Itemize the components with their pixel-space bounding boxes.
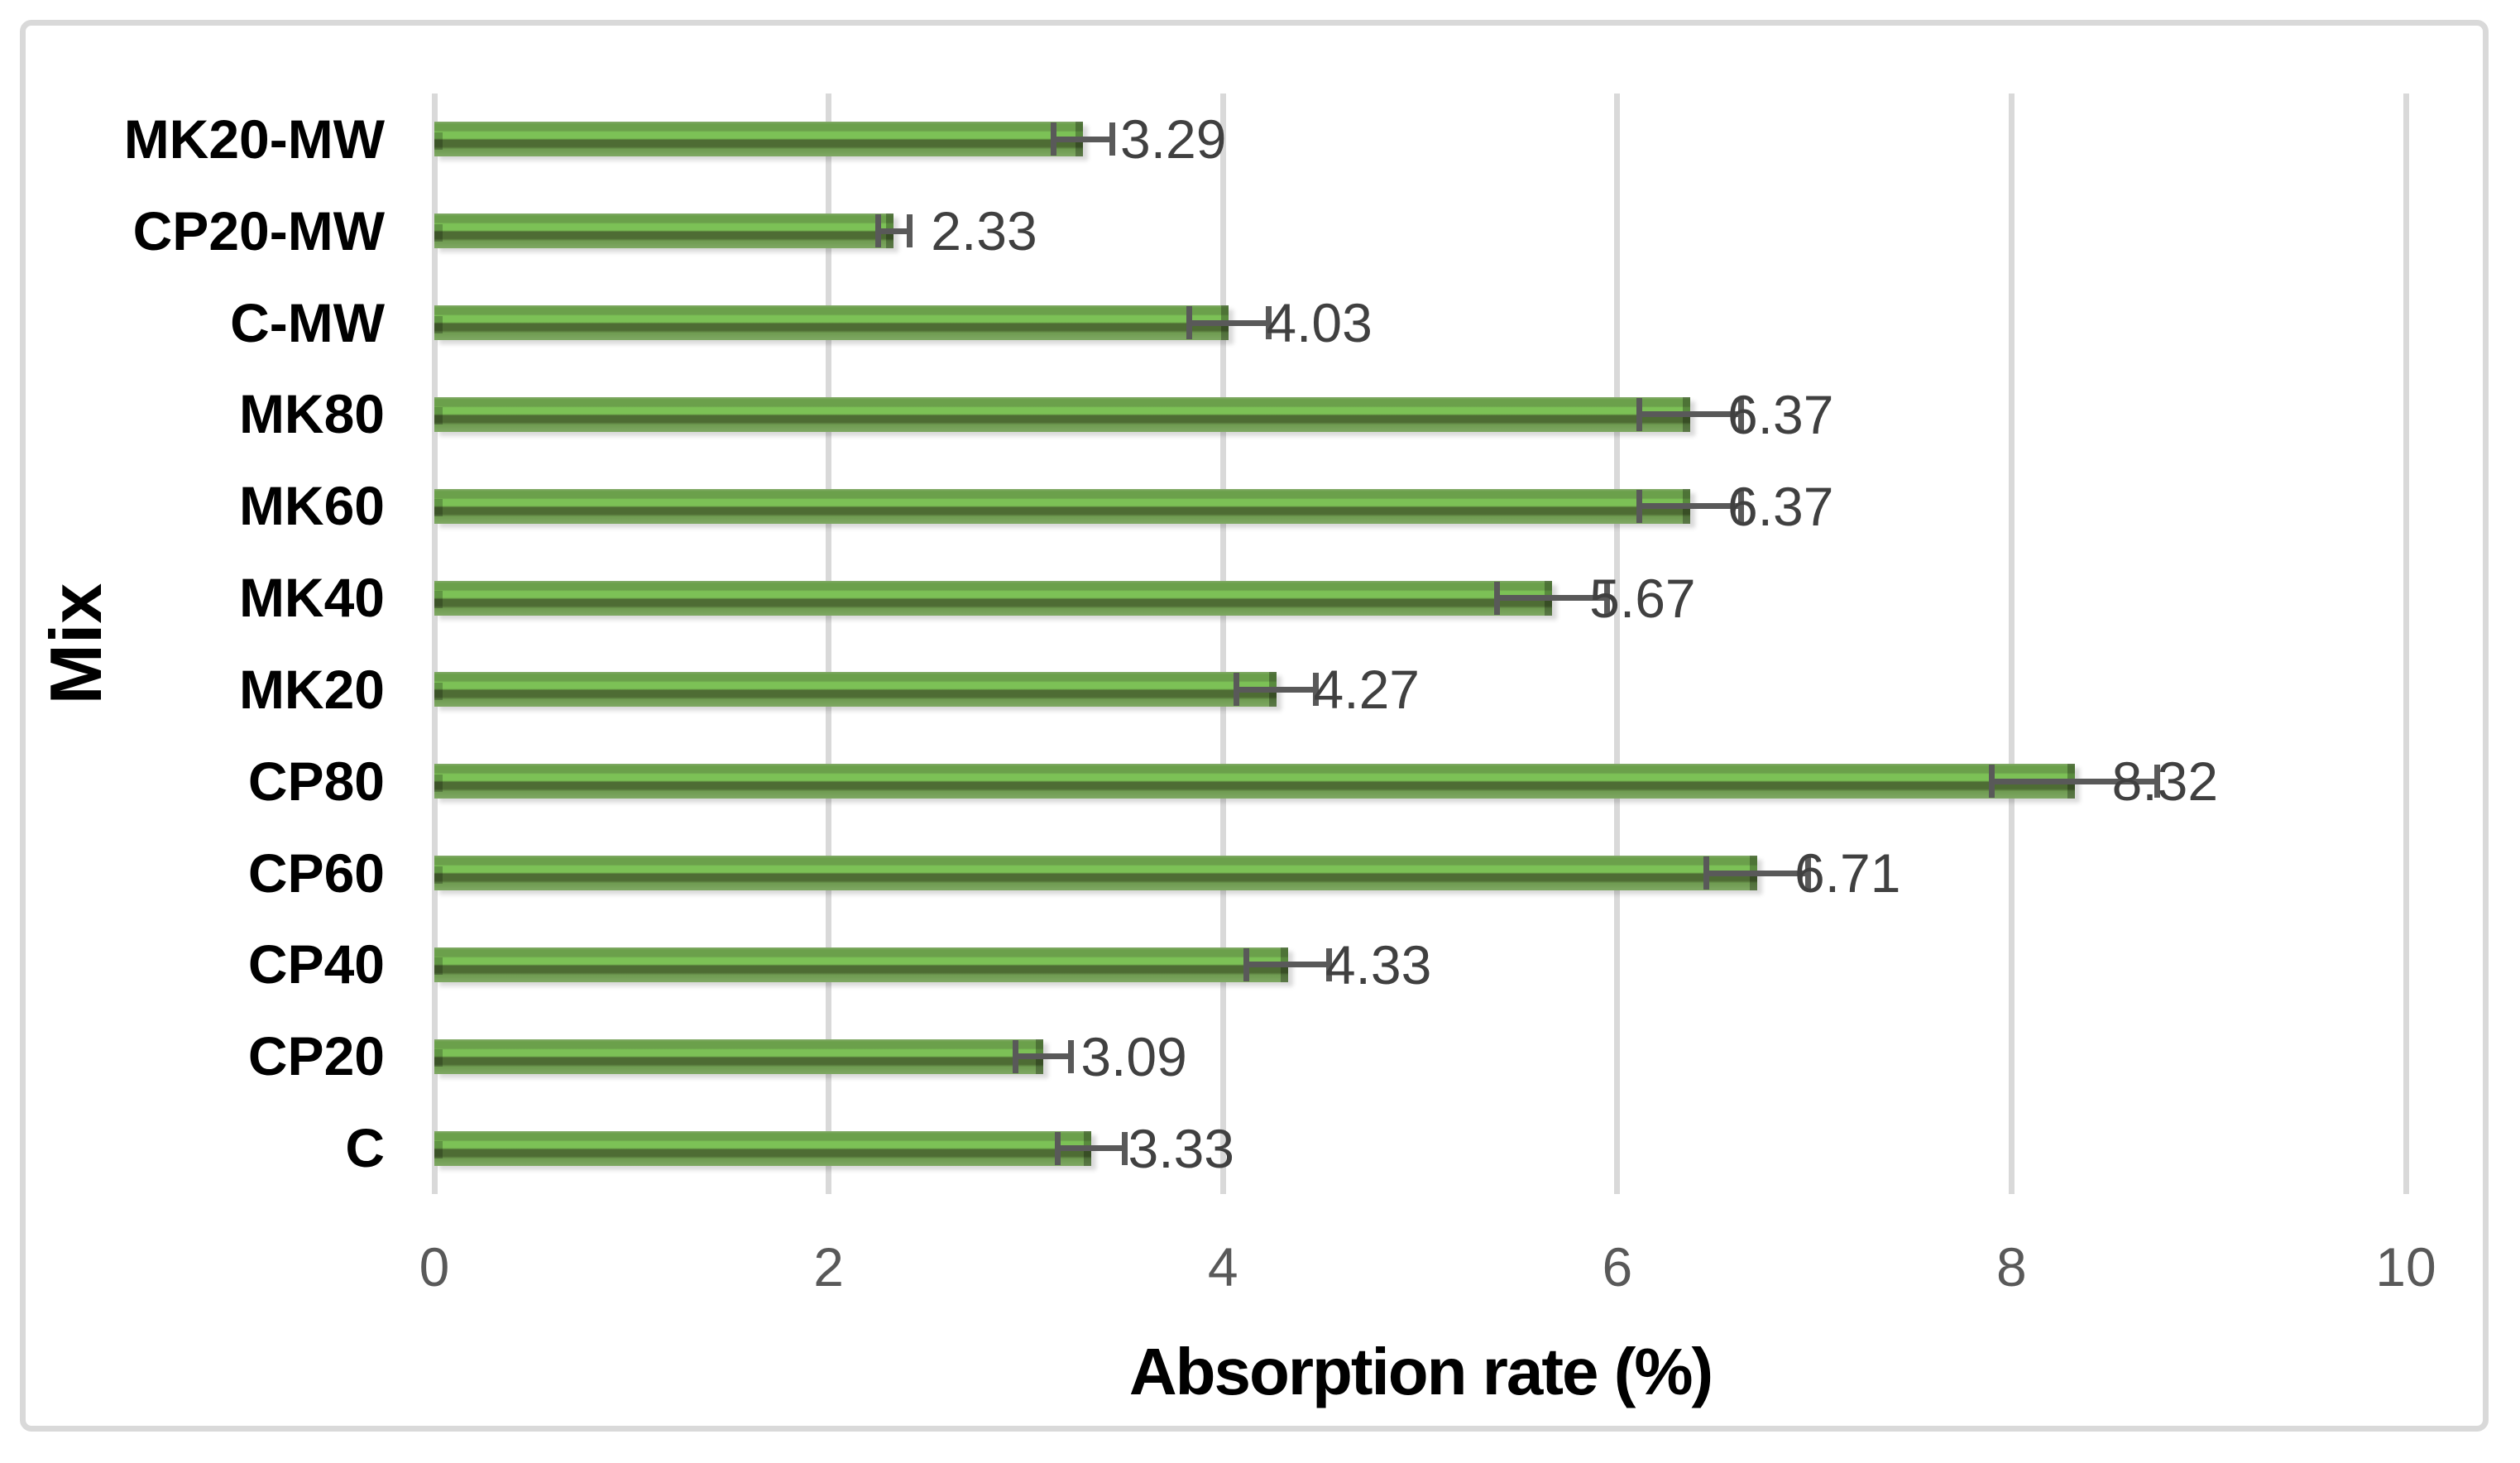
gridline <box>1614 94 1621 1194</box>
category-label: CP20 <box>247 1025 385 1087</box>
error-bar-line <box>1639 503 1741 510</box>
bar <box>434 122 1083 157</box>
error-bar-cap-left <box>1054 1131 1061 1165</box>
bar <box>434 488 1690 524</box>
category-label: CP20-MW <box>132 199 385 261</box>
error-bar-cap-left <box>1703 856 1709 890</box>
error-bar-cap-left <box>874 214 881 248</box>
category-label: CP40 <box>247 933 385 995</box>
error-bar-line <box>1236 686 1316 693</box>
x-tick-label: 0 <box>419 1236 450 1298</box>
chart-border-frame <box>20 20 2489 1432</box>
error-bar-cap-left <box>1234 673 1240 707</box>
bar <box>434 947 1288 982</box>
error-bar-line <box>1991 778 2158 784</box>
gridline <box>826 94 832 1194</box>
bar <box>434 213 894 249</box>
gridline <box>2403 94 2409 1194</box>
bar <box>434 396 1690 432</box>
category-label: MK40 <box>238 567 385 629</box>
value-label: 4.27 <box>1313 659 1420 721</box>
bar <box>434 305 1229 341</box>
gridline <box>1219 94 1226 1194</box>
error-bar-cap-left <box>1493 581 1500 615</box>
category-label: CP60 <box>247 842 385 904</box>
error-bar-cap-right <box>1109 122 1116 156</box>
bar <box>434 580 1553 616</box>
category-label: MK80 <box>238 383 385 445</box>
error-bar-cap-right <box>906 214 913 248</box>
bar <box>434 1130 1091 1166</box>
error-bar-line <box>1706 870 1809 876</box>
error-bar-cap-right <box>1326 947 1333 981</box>
x-axis-title: Absorption rate (%) <box>1128 1335 1713 1408</box>
error-bar-line <box>1189 319 1268 326</box>
x-tick-label: 8 <box>1996 1236 2027 1298</box>
category-label: MK20-MW <box>123 108 385 170</box>
value-label: 4.03 <box>1266 292 1373 354</box>
x-tick-label: 6 <box>1602 1236 1633 1298</box>
x-tick-label: 2 <box>813 1236 844 1298</box>
error-bar-line <box>1246 962 1329 968</box>
y-axis-line <box>431 94 438 1194</box>
value-label: 6.37 <box>1727 475 1834 537</box>
error-bar-cap-right <box>1121 1131 1128 1165</box>
error-bar-cap-left <box>1186 306 1193 340</box>
error-bar-line <box>1015 1053 1071 1060</box>
bar <box>434 1038 1044 1074</box>
gridline <box>2008 94 2015 1194</box>
error-bar-line <box>1497 595 1607 602</box>
bar <box>434 856 1757 891</box>
error-bar-cap-right <box>1604 581 1611 615</box>
value-label: 3.33 <box>1128 1117 1234 1179</box>
category-label: MK60 <box>238 475 385 537</box>
error-bar-line <box>1057 1145 1125 1152</box>
category-label: C-MW <box>230 291 385 353</box>
category-label: MK20 <box>238 658 385 720</box>
value-label: 4.33 <box>1325 933 1432 995</box>
error-bar-cap-right <box>2154 765 2161 799</box>
error-bar-cap-left <box>1636 397 1642 431</box>
value-label: 3.29 <box>1120 108 1227 170</box>
error-bar-cap-right <box>1738 489 1745 523</box>
x-tick-label: 4 <box>1207 1236 1238 1298</box>
value-label: 6.71 <box>1794 842 1901 904</box>
error-bar-cap-right <box>1265 306 1272 340</box>
category-label: C <box>345 1117 385 1179</box>
value-label: 3.09 <box>1080 1025 1187 1087</box>
error-bar-cap-right <box>1068 1039 1075 1073</box>
value-label: 6.37 <box>1727 383 1834 445</box>
error-bar-cap-left <box>1243 947 1250 981</box>
error-bar-cap-right <box>1738 397 1745 431</box>
x-tick-label: 10 <box>2375 1236 2436 1298</box>
error-bar-line <box>1639 411 1741 418</box>
bar <box>434 764 2075 799</box>
value-label: 8.32 <box>2111 751 2219 813</box>
error-bar-cap-left <box>1013 1039 1019 1073</box>
error-bar-line <box>878 228 910 234</box>
value-label: 2.33 <box>931 200 1037 262</box>
bar <box>434 672 1277 708</box>
error-bar-line <box>1053 136 1113 142</box>
error-bar-cap-left <box>1636 489 1642 523</box>
error-bar-cap-right <box>1312 673 1319 707</box>
value-label: 5.67 <box>1589 567 1696 629</box>
category-label: CP80 <box>247 750 385 812</box>
error-bar-cap-left <box>1050 122 1056 156</box>
error-bar-cap-right <box>1805 856 1812 890</box>
error-bar-cap-left <box>1989 765 1995 799</box>
